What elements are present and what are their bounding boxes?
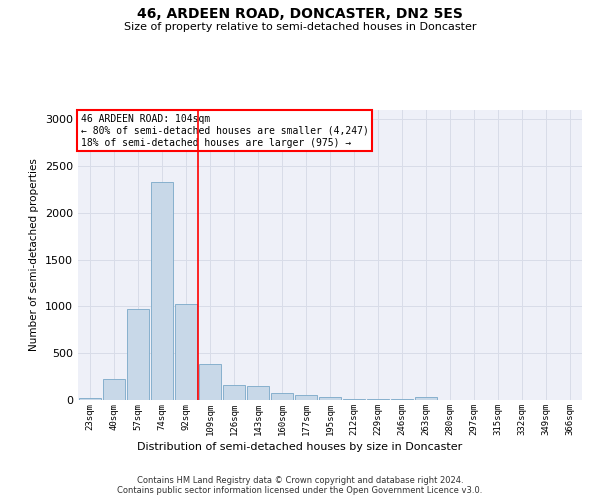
Bar — [367, 399, 389, 400]
Text: 46, ARDEEN ROAD, DONCASTER, DN2 5ES: 46, ARDEEN ROAD, DONCASTER, DN2 5ES — [137, 8, 463, 22]
Bar — [223, 385, 245, 400]
Text: 46 ARDEEN ROAD: 104sqm
← 80% of semi-detached houses are smaller (4,247)
18% of : 46 ARDEEN ROAD: 104sqm ← 80% of semi-det… — [80, 114, 368, 148]
Bar — [79, 398, 101, 400]
Bar — [415, 396, 437, 400]
Bar — [199, 364, 221, 400]
Bar — [247, 386, 269, 400]
Bar — [175, 304, 197, 400]
Bar — [391, 399, 413, 400]
Bar — [127, 309, 149, 400]
Text: Size of property relative to semi-detached houses in Doncaster: Size of property relative to semi-detach… — [124, 22, 476, 32]
Bar — [271, 392, 293, 400]
Bar — [103, 380, 125, 400]
Y-axis label: Number of semi-detached properties: Number of semi-detached properties — [29, 158, 40, 352]
Text: Contains HM Land Registry data © Crown copyright and database right 2024.
Contai: Contains HM Land Registry data © Crown c… — [118, 476, 482, 495]
Bar — [295, 395, 317, 400]
Bar — [151, 182, 173, 400]
Text: Distribution of semi-detached houses by size in Doncaster: Distribution of semi-detached houses by … — [137, 442, 463, 452]
Bar — [343, 399, 365, 400]
Bar — [319, 396, 341, 400]
